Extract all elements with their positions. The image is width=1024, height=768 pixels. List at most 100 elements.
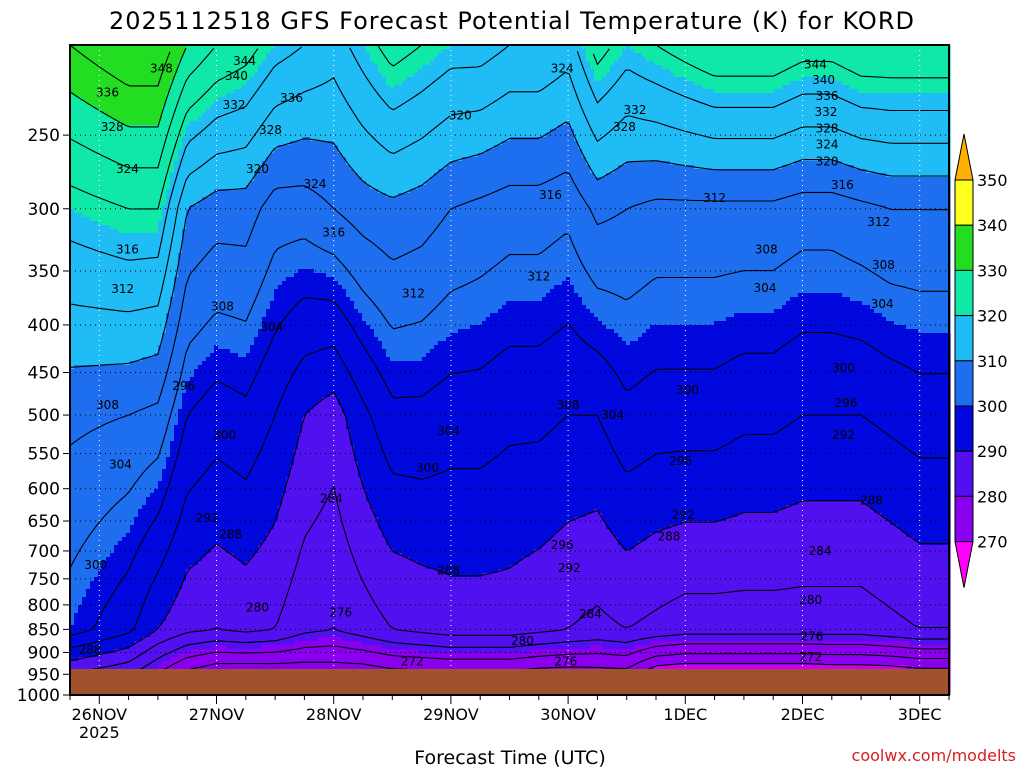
x-tick-label: 28NOV bbox=[306, 705, 362, 724]
contour-label: 324 bbox=[303, 177, 326, 191]
colorbar-tick-label: 350 bbox=[977, 171, 1008, 190]
x-tick-label: 2DEC bbox=[781, 705, 825, 724]
contour-label: 308 bbox=[96, 398, 119, 412]
contour-label: 340 bbox=[225, 69, 248, 83]
contour-label: 304 bbox=[754, 281, 777, 295]
x-tick-label: 27NOV bbox=[189, 705, 245, 724]
contour-label: 336 bbox=[96, 86, 119, 100]
contour-label: 320 bbox=[246, 162, 269, 176]
contour-316 bbox=[69, 171, 949, 447]
contour-label: 312 bbox=[402, 287, 425, 301]
contour-label: 276 bbox=[329, 605, 352, 619]
y-tick-label: 950 bbox=[28, 665, 60, 685]
colorbar-segment bbox=[954, 315, 974, 362]
y-tick-label: 600 bbox=[28, 480, 60, 500]
x-tick-label: 3DEC bbox=[898, 705, 942, 724]
contour-label: 312 bbox=[703, 191, 726, 205]
contour-340 bbox=[69, 47, 187, 128]
contour-label: 332 bbox=[623, 103, 646, 117]
contour-320 bbox=[69, 121, 949, 369]
contour-label: 320 bbox=[449, 108, 472, 122]
contour-344 bbox=[69, 44, 171, 87]
contour-label: 308 bbox=[211, 299, 234, 313]
contour-label: 300 bbox=[213, 428, 236, 442]
colorbar-tick-label: 320 bbox=[977, 307, 1008, 326]
colorbar-tick-label: 310 bbox=[977, 352, 1008, 371]
contour-label: 312 bbox=[867, 215, 890, 229]
y-tick-label: 300 bbox=[28, 200, 60, 220]
contour-label: 300 bbox=[832, 361, 855, 375]
colorbar-segment bbox=[954, 450, 974, 497]
contour-label: 332 bbox=[223, 98, 246, 112]
contour-label: 288 bbox=[219, 528, 242, 542]
contour-label: 284 bbox=[320, 492, 343, 506]
contour-label: 336 bbox=[280, 91, 303, 105]
contour-label: 304 bbox=[109, 457, 132, 471]
contour-label: 344 bbox=[233, 54, 256, 68]
colorbar-segment bbox=[954, 360, 974, 407]
contour-label: 312 bbox=[111, 282, 134, 296]
contour-label: 272 bbox=[401, 654, 424, 668]
contour-label: 296 bbox=[551, 538, 574, 552]
contour-label: 324 bbox=[551, 62, 574, 76]
contour-332 bbox=[69, 44, 949, 210]
contour-label: 316 bbox=[831, 178, 854, 192]
contour-label: 296 bbox=[172, 379, 195, 393]
contour-label: 300 bbox=[676, 383, 699, 397]
contour-label: 328 bbox=[816, 122, 839, 136]
y-axis: 250 300 350 400 450 500 550 600 650 700 750 800 850 9… bbox=[17, 126, 70, 706]
contour-288 bbox=[101, 643, 949, 696]
contour-label: 336 bbox=[816, 89, 839, 103]
y-tick-label: 450 bbox=[28, 364, 60, 384]
y-tick-label: 650 bbox=[28, 512, 60, 532]
contour-label: 288 bbox=[437, 564, 460, 578]
colorbar-arrow-top bbox=[954, 133, 974, 181]
colorbar-segment bbox=[954, 495, 974, 543]
contour-label: 348 bbox=[150, 62, 173, 76]
colorbar-segment bbox=[954, 224, 974, 271]
y-tick-label: 350 bbox=[28, 262, 60, 282]
contour-label: 304 bbox=[260, 320, 283, 334]
contour-label: 332 bbox=[814, 105, 837, 119]
contour-label: 288 bbox=[78, 643, 101, 657]
ground-strip bbox=[70, 669, 949, 695]
contour-label: 312 bbox=[527, 270, 550, 284]
contour-label: 280 bbox=[511, 634, 534, 648]
colorbar-segment bbox=[954, 179, 974, 226]
colorbar-arrow-bottom bbox=[954, 541, 974, 588]
contour-label: 324 bbox=[116, 162, 139, 176]
credit-text: coolwx.com/modelts bbox=[852, 746, 1016, 765]
contour-label: 316 bbox=[322, 225, 345, 239]
contour-label: 296 bbox=[669, 454, 692, 468]
contour-label: 320 bbox=[816, 155, 839, 169]
contour-328 bbox=[69, 44, 949, 261]
colorbar-segment bbox=[954, 405, 974, 452]
colorbar-tick-label: 330 bbox=[977, 261, 1008, 280]
colorbar-tick-label: 270 bbox=[977, 533, 1008, 552]
grid-lines bbox=[70, 45, 949, 695]
contour-label: 328 bbox=[613, 120, 636, 134]
colorbar-tick-label: 340 bbox=[977, 216, 1008, 235]
contour-label: 304 bbox=[437, 424, 460, 438]
x-tick-label: 26NOV bbox=[72, 705, 128, 724]
y-tick-label: 850 bbox=[28, 620, 60, 640]
contour-label: 292 bbox=[832, 428, 855, 442]
chart-title: 2025112518 GFS Forecast Potential Temper… bbox=[109, 7, 915, 35]
x-tick-label: 29NOV bbox=[423, 705, 479, 724]
contour-label: 272 bbox=[799, 650, 822, 664]
x-tick-year: 2025 bbox=[79, 723, 120, 742]
contour-label: 308 bbox=[872, 258, 895, 272]
contour-324 bbox=[69, 71, 949, 313]
y-tick-label: 550 bbox=[28, 445, 60, 465]
colorbar: 350 340 330 320 310 300 290 280 270 bbox=[954, 133, 1008, 588]
colorbar-tick-label: 290 bbox=[977, 442, 1008, 461]
contour-label: 344 bbox=[804, 58, 827, 72]
contour-label: 300 bbox=[84, 558, 107, 572]
contour-label: 304 bbox=[871, 297, 894, 311]
colorbar-tick-label: 280 bbox=[977, 487, 1008, 506]
contour-label: 316 bbox=[539, 188, 562, 202]
x-tick-label: 30NOV bbox=[540, 705, 596, 724]
contour-label: 328 bbox=[101, 120, 124, 134]
